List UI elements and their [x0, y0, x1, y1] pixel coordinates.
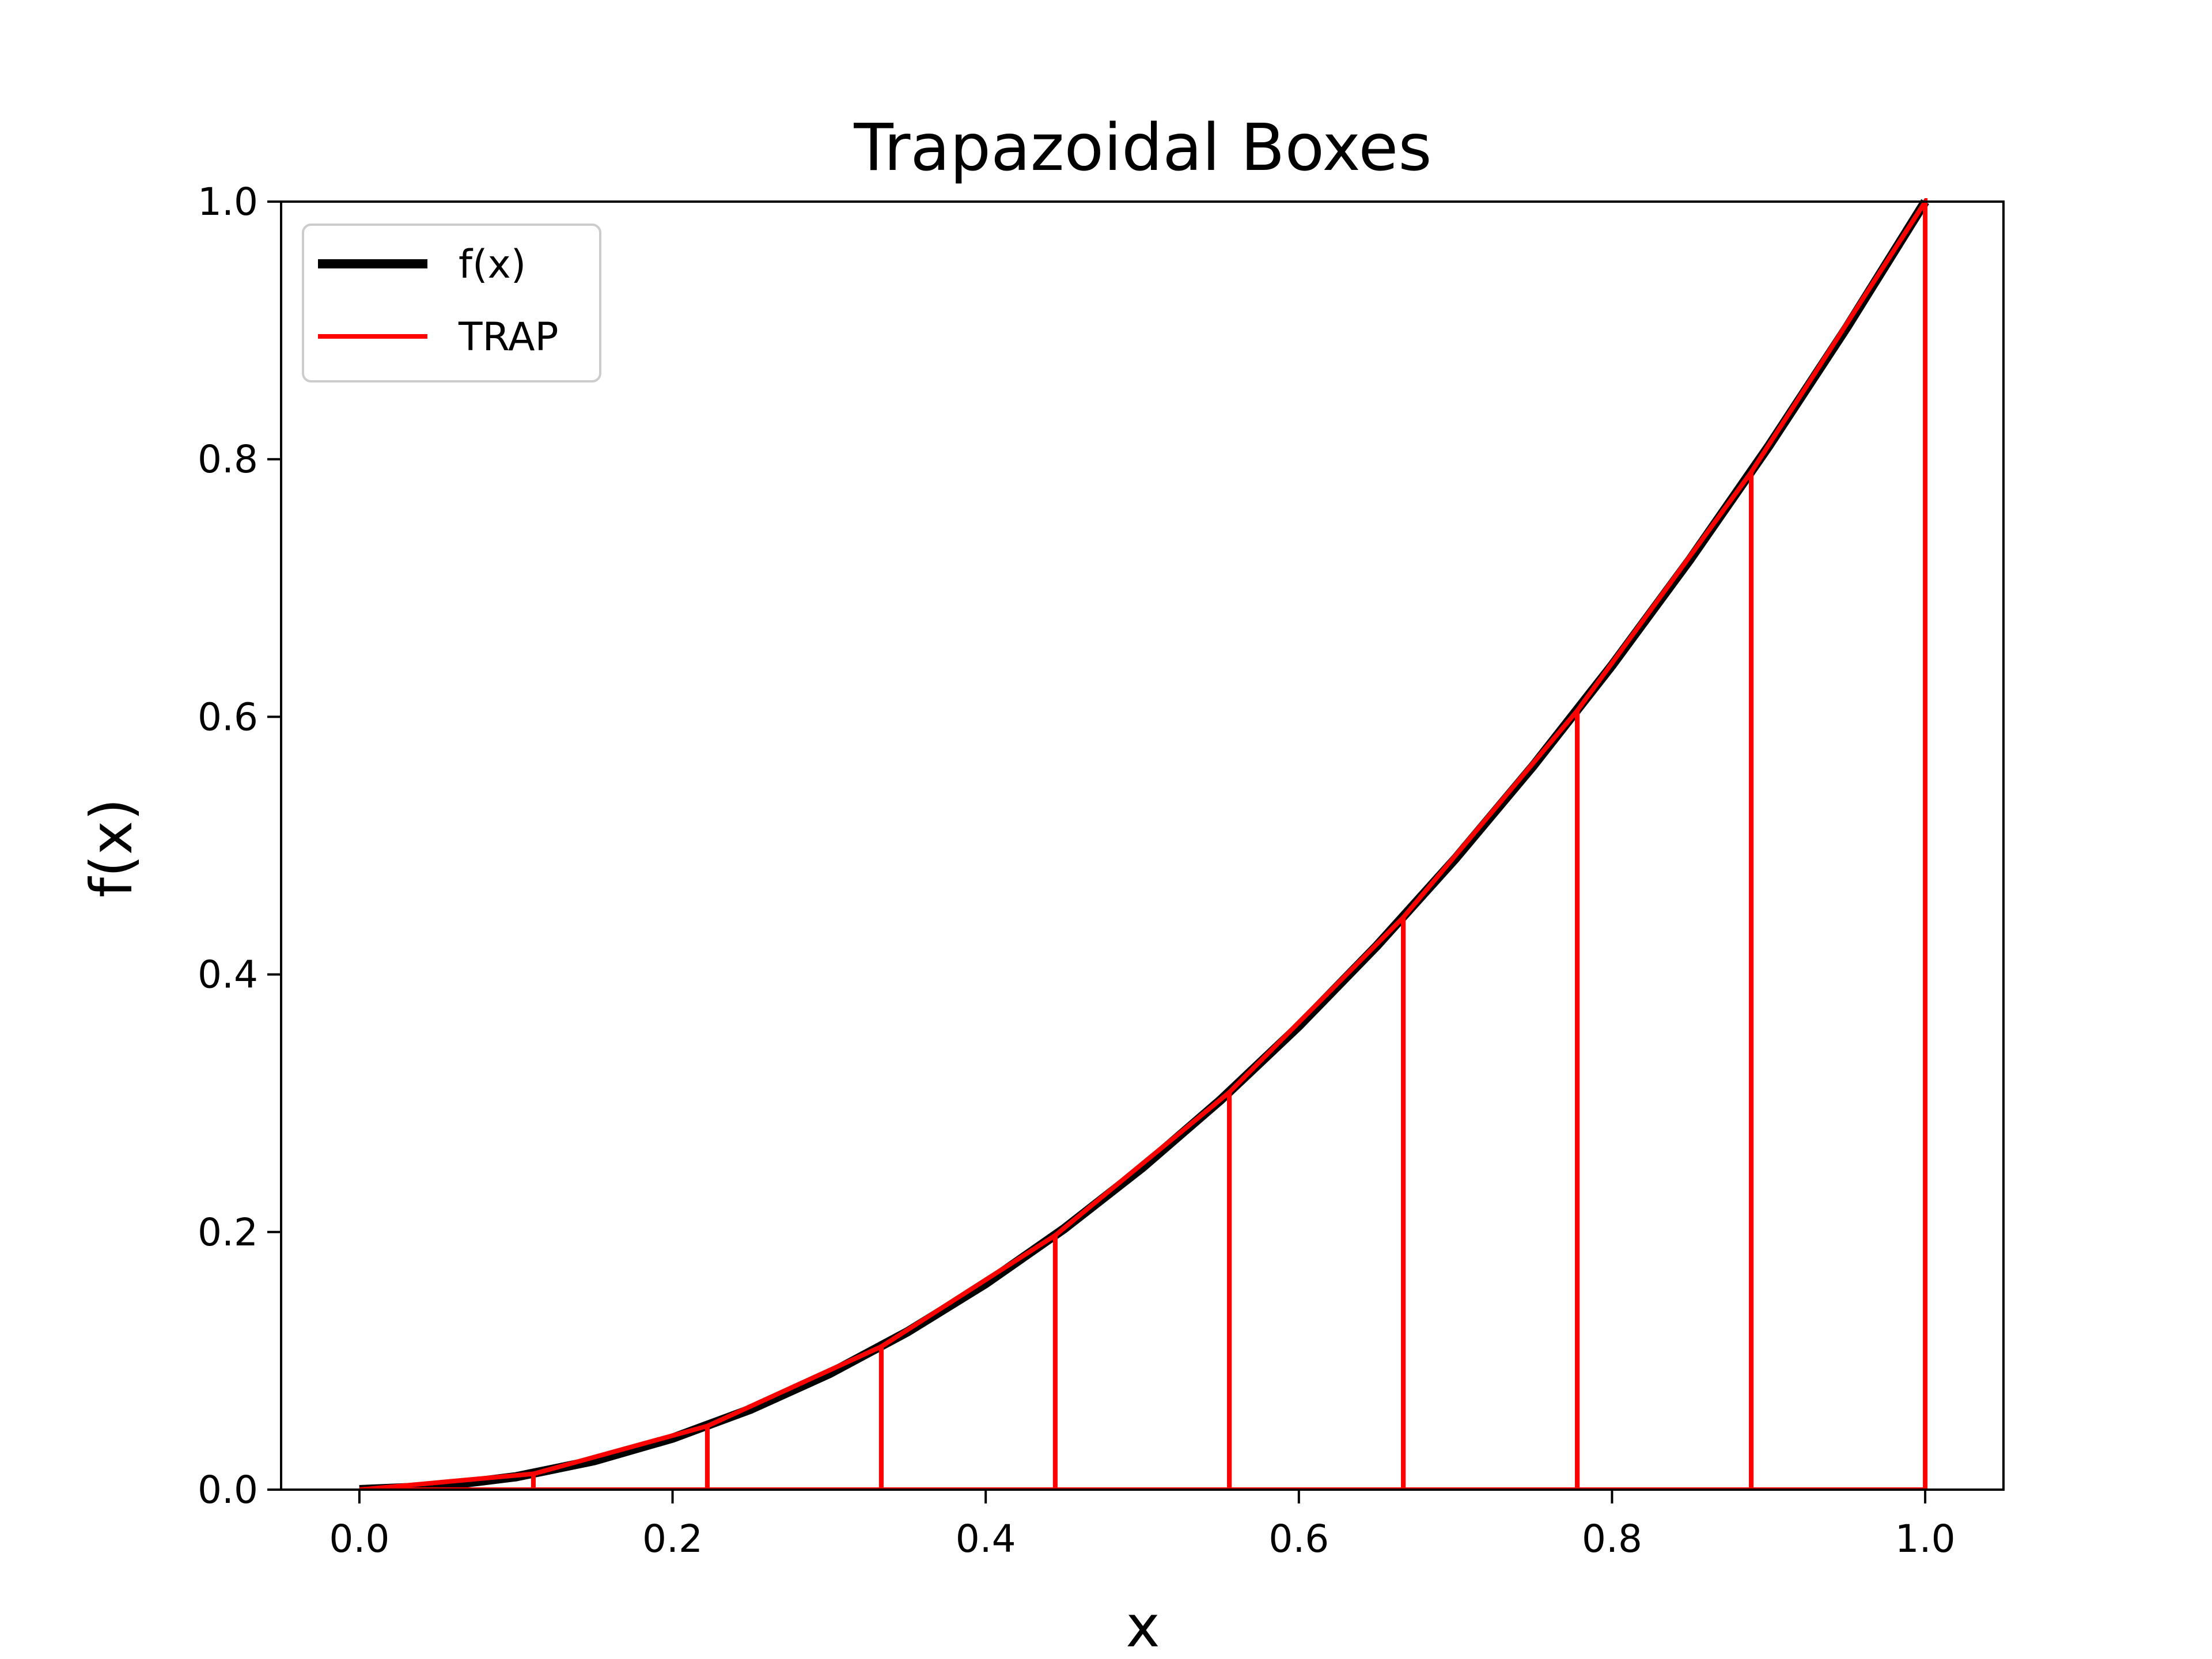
y-tick-label: 1.0: [198, 180, 258, 224]
chart-title: Trapazoidal Boxes: [853, 111, 1431, 185]
y-tick-label: 0.0: [198, 1468, 258, 1512]
x-tick-label: 0.0: [329, 1517, 389, 1561]
y-axis: 0.0 0.2 0.4 0.6 0.8 1.0: [198, 180, 281, 1512]
x-tick-label: 1.0: [1895, 1517, 1956, 1561]
y-tick-label: 0.2: [198, 1210, 258, 1255]
x-axis: 0.0 0.2 0.4 0.6 0.8 1.0: [329, 1490, 1956, 1561]
x-tick-label: 0.8: [1582, 1517, 1642, 1561]
legend-label-fx: f(x): [459, 242, 526, 287]
y-tick-label: 0.6: [198, 695, 258, 739]
y-axis-title: f(x): [78, 798, 145, 897]
y-tick-label: 0.4: [198, 953, 258, 997]
x-tick-label: 0.6: [1268, 1517, 1329, 1561]
x-tick-label: 0.2: [642, 1517, 703, 1561]
x-axis-title: x: [1126, 1593, 1160, 1659]
legend-label-trap: TRAP: [458, 315, 559, 360]
legend: f(x) TRAP: [302, 224, 601, 382]
axes-frame: [280, 200, 2005, 1491]
y-tick-label: 0.8: [198, 437, 258, 482]
x-tick-label: 0.4: [956, 1517, 1016, 1561]
